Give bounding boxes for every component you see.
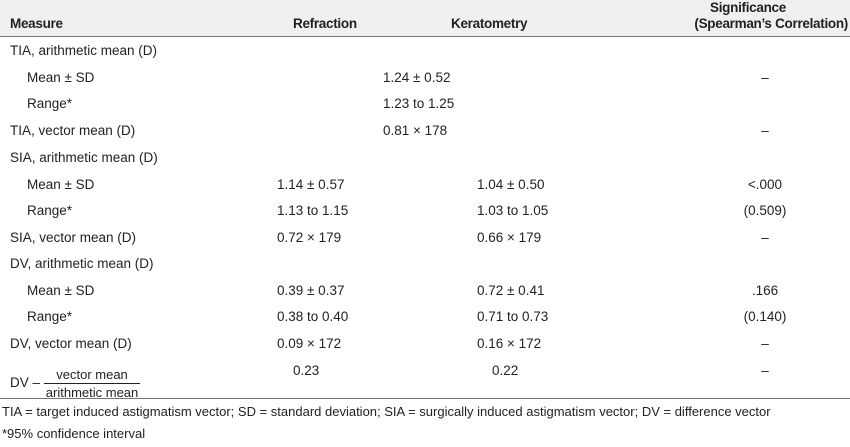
table-row: TIA, arithmetic mean (D) bbox=[0, 43, 850, 63]
tia-value: 1.24 ± 0.52 bbox=[383, 70, 451, 85]
tia-value: 1.23 to 1.25 bbox=[383, 96, 455, 111]
footnote-confidence-interval: *95% confidence interval bbox=[2, 426, 146, 441]
header-significance-line2: (Spearman’s Correlation) bbox=[694, 16, 848, 31]
row-label: SIA, vector mean (D) bbox=[10, 230, 137, 245]
refraction-value: 0.38 to 0.40 bbox=[277, 309, 349, 324]
header-keratometry: Keratometry bbox=[451, 16, 528, 31]
table-row: TIA, vector mean (D) 0.81 × 178 – bbox=[0, 123, 850, 143]
significance-value: .166 bbox=[751, 283, 779, 298]
keratometry-value: 0.16 × 172 bbox=[477, 336, 542, 351]
table-row: Mean ± SD 1.14 ± 0.57 1.04 ± 0.50 <.000 bbox=[0, 177, 850, 197]
keratometry-value: 0.66 × 179 bbox=[477, 230, 542, 245]
table-row: Range* 1.13 to 1.15 1.03 to 1.05 (0.509) bbox=[0, 203, 850, 223]
row-label: SIA, arithmetic mean (D) bbox=[10, 150, 158, 165]
table-row: DV, vector mean (D) 0.09 × 172 0.16 × 172 – bbox=[0, 336, 850, 356]
header-refraction: Refraction bbox=[293, 16, 357, 31]
row-label: Mean ± SD bbox=[27, 177, 95, 192]
refraction-value: 0.39 ± 0.37 bbox=[277, 283, 345, 298]
significance-value: – bbox=[761, 70, 769, 85]
ratio-keratometry: 0.22 bbox=[492, 363, 519, 378]
significance-value: – bbox=[761, 336, 769, 351]
ratio-fraction: vector mean arithmetic mean bbox=[43, 367, 141, 400]
ratio-significance: – bbox=[761, 363, 769, 378]
header-significance-line1: Significance bbox=[710, 0, 786, 15]
ratio-prefix: DV – bbox=[10, 375, 41, 391]
row-label: DV, vector mean (D) bbox=[10, 336, 132, 351]
keratometry-value: 1.03 to 1.05 bbox=[477, 203, 549, 218]
table-row: Mean ± SD 1.24 ± 0.52 – bbox=[0, 70, 850, 90]
ratio-denominator: arithmetic mean bbox=[45, 385, 139, 400]
refraction-value: 1.14 ± 0.57 bbox=[277, 177, 345, 192]
table-row: SIA, arithmetic mean (D) bbox=[0, 150, 850, 170]
row-label: Range* bbox=[27, 96, 73, 111]
footnote-abbreviations: TIA = target induced astigmatism vector;… bbox=[2, 404, 771, 419]
row-label: TIA, vector mean (D) bbox=[10, 123, 136, 138]
keratometry-value: 1.04 ± 0.50 bbox=[477, 177, 545, 192]
ratio-label: DV – vector mean arithmetic mean bbox=[10, 367, 141, 400]
table-row: SIA, vector mean (D) 0.72 × 179 0.66 × 179… bbox=[0, 230, 850, 250]
table-row: Range* 1.23 to 1.25 bbox=[0, 96, 850, 116]
table-row: Range* 0.38 to 0.40 0.71 to 0.73 (0.140) bbox=[0, 309, 850, 329]
significance-value: – bbox=[761, 123, 769, 138]
refraction-value: 0.09 × 172 bbox=[277, 336, 342, 351]
keratometry-value: 0.72 ± 0.41 bbox=[477, 283, 545, 298]
table-row: Mean ± SD 0.39 ± 0.37 0.72 ± 0.41 .166 bbox=[0, 283, 850, 303]
refraction-value: 1.13 to 1.15 bbox=[277, 203, 349, 218]
row-label: DV, arithmetic mean (D) bbox=[10, 256, 154, 271]
table-bottom-rule bbox=[0, 398, 850, 399]
row-label: Mean ± SD bbox=[27, 283, 95, 298]
row-label: Range* bbox=[27, 203, 73, 218]
header-measure: Measure bbox=[10, 16, 63, 31]
ratio-refraction: 0.23 bbox=[293, 363, 320, 378]
row-label: TIA, arithmetic mean (D) bbox=[10, 43, 158, 58]
significance-value: – bbox=[761, 230, 769, 245]
tia-value: 0.81 × 178 bbox=[383, 123, 448, 138]
significance-value: <.000 bbox=[747, 177, 783, 192]
table-row-dv-ratio: DV – vector mean arithmetic mean 0.23 0.… bbox=[0, 363, 850, 400]
row-label: Range* bbox=[27, 309, 73, 324]
significance-value: (0.509) bbox=[743, 203, 787, 218]
row-label: Mean ± SD bbox=[27, 70, 95, 85]
ratio-numerator: vector mean bbox=[43, 367, 141, 384]
refraction-value: 0.72 × 179 bbox=[277, 230, 342, 245]
table-header: Measure Refraction Keratometry Significa… bbox=[0, 0, 850, 37]
significance-value: (0.140) bbox=[743, 309, 787, 324]
keratometry-value: 0.71 to 0.73 bbox=[477, 309, 549, 324]
table-row: DV, arithmetic mean (D) bbox=[0, 256, 850, 276]
